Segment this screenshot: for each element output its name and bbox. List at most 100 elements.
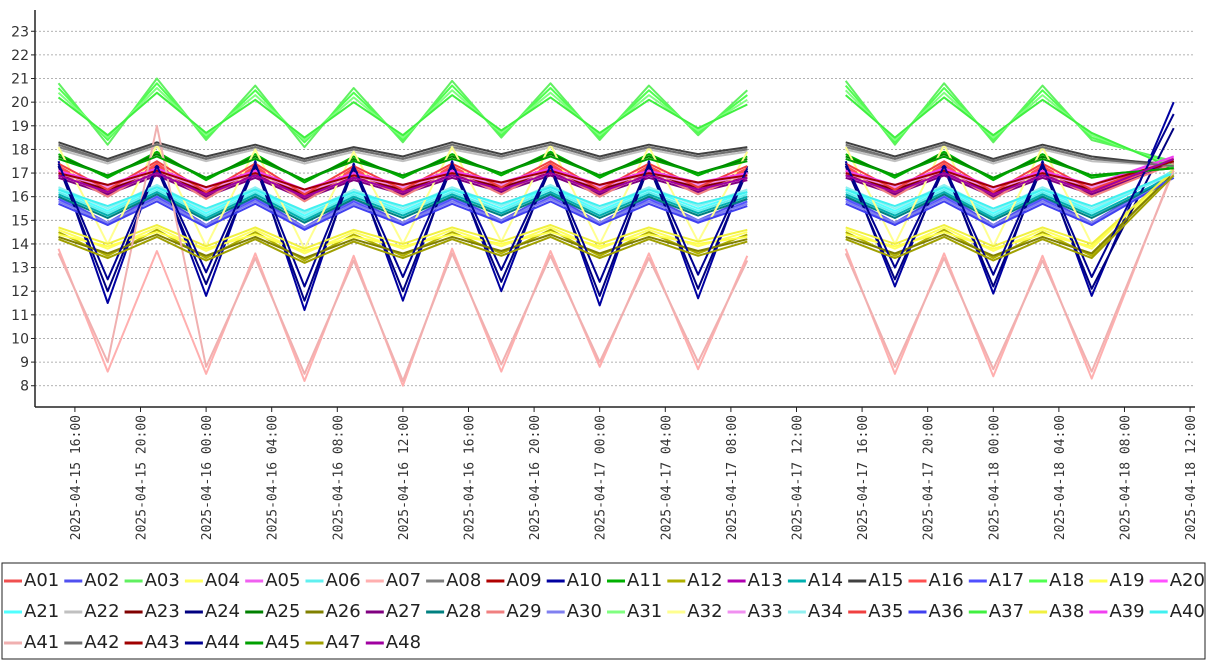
legend-label: A29 [506,601,541,622]
y-tick-label: 10 [11,331,29,347]
legend-label: A26 [326,601,361,622]
x-tick-label: 2025-04-16 08:00 [331,415,346,540]
y-tick-label: 14 [11,237,29,253]
y-tick-label: 18 [11,142,29,158]
x-tick-label: 2025-04-15 16:00 [69,415,84,540]
series-line [57,82,1175,165]
legend-label: A03 [145,570,180,591]
series-line [58,172,1175,252]
y-tick-label: 13 [11,261,29,277]
x-tick-label: 2025-04-17 08:00 [725,415,740,540]
series-line [58,141,1174,167]
legend-label: A33 [748,601,783,622]
legend-label: A48 [386,632,421,653]
legend-label: A20 [1170,570,1205,591]
y-tick-label: 9 [20,355,29,371]
x-tick-label: 2025-04-17 00:00 [594,415,609,540]
y-tick-label: 20 [11,95,29,111]
legend-label: A39 [1109,601,1144,622]
x-tick-label: 2025-04-17 20:00 [922,415,937,540]
y-tick-label: 16 [11,190,29,206]
legend-label: A14 [808,570,843,591]
series-line [58,169,1175,219]
legend-label: A21 [24,601,59,622]
y-tick-label: 17 [11,166,29,182]
legend-box [1,562,1206,660]
series-line [58,174,1175,264]
legend-label: A31 [627,601,662,622]
legend-label: A32 [687,601,722,622]
legend-label: A12 [687,570,722,591]
legend-label: A16 [929,570,964,591]
series-line [58,157,1175,196]
legend-label: A47 [326,632,361,653]
series-line [58,155,1174,182]
series-line [58,169,1175,250]
y-tick-label: 11 [11,308,29,324]
series-line [58,160,1174,191]
legend-label: A25 [265,601,300,622]
y-tick-label: 21 [11,72,29,88]
series-line [58,143,1174,167]
series-line [58,172,1175,260]
legend-label: A42 [84,632,119,653]
x-tick-label: 2025-04-16 04:00 [266,415,281,540]
series-line [57,87,1175,167]
legend-label: A30 [567,601,602,622]
legend-label: A19 [1109,570,1144,591]
legend-label: A44 [205,632,240,653]
legend-label: A43 [145,632,180,653]
x-tick-label: 2025-04-17 16:00 [856,415,871,540]
x-tick-label: 2025-04-18 12:00 [1184,415,1199,540]
legend-label: A01 [24,570,59,591]
legend-label: A15 [868,570,903,591]
legend-label: A18 [1049,570,1084,591]
series-line [58,170,1175,262]
legend-label: A17 [989,570,1024,591]
legend-label: A07 [386,570,421,591]
legend-label: A34 [808,601,843,622]
x-tick-label: 2025-04-16 16:00 [462,415,477,540]
x-tick-label: 2025-04-16 20:00 [528,415,543,540]
legend-label: A28 [446,601,481,622]
x-tick-label: 2025-04-18 00:00 [987,415,1002,540]
y-tick-label: 12 [11,284,29,300]
legend-label: A04 [205,570,240,591]
series-line [58,157,1175,200]
legend-label: A35 [868,601,903,622]
series-line [58,172,1175,212]
legend-label: A08 [446,570,481,591]
y-tick-label: 8 [20,379,29,395]
legend-label: A02 [84,570,119,591]
legend-label: A11 [627,570,662,591]
y-tick-label: 15 [11,213,29,229]
legend-label: A09 [506,570,541,591]
series-line [58,172,1175,217]
y-tick-label: 22 [11,48,29,64]
legend-label: A22 [84,601,119,622]
legend-label: A05 [265,570,300,591]
legend-label: A38 [1049,601,1084,622]
series-line [57,91,1175,170]
legend-label: A36 [929,601,964,622]
x-tick-label: 2025-04-17 12:00 [790,415,805,540]
legend-label: A45 [265,632,300,653]
y-tick-label: 19 [11,119,29,135]
series-line [58,157,1175,198]
series-line [58,167,1175,255]
legend-label: A24 [205,601,240,622]
legend-label: A23 [145,601,180,622]
x-tick-label: 2025-04-17 04:00 [659,415,674,540]
series-line [58,146,1174,167]
x-tick-label: 2025-04-16 00:00 [200,415,215,540]
x-tick-label: 2025-04-18 08:00 [1118,415,1133,540]
series-line [57,124,1175,382]
series-line [57,113,1175,288]
series-line [57,77,1174,163]
series-line [58,162,1175,200]
legend-label: A06 [326,570,361,591]
y-tick-label: 23 [11,24,29,40]
legend-label: A37 [989,601,1024,622]
x-tick-label: 2025-04-16 12:00 [397,415,412,540]
